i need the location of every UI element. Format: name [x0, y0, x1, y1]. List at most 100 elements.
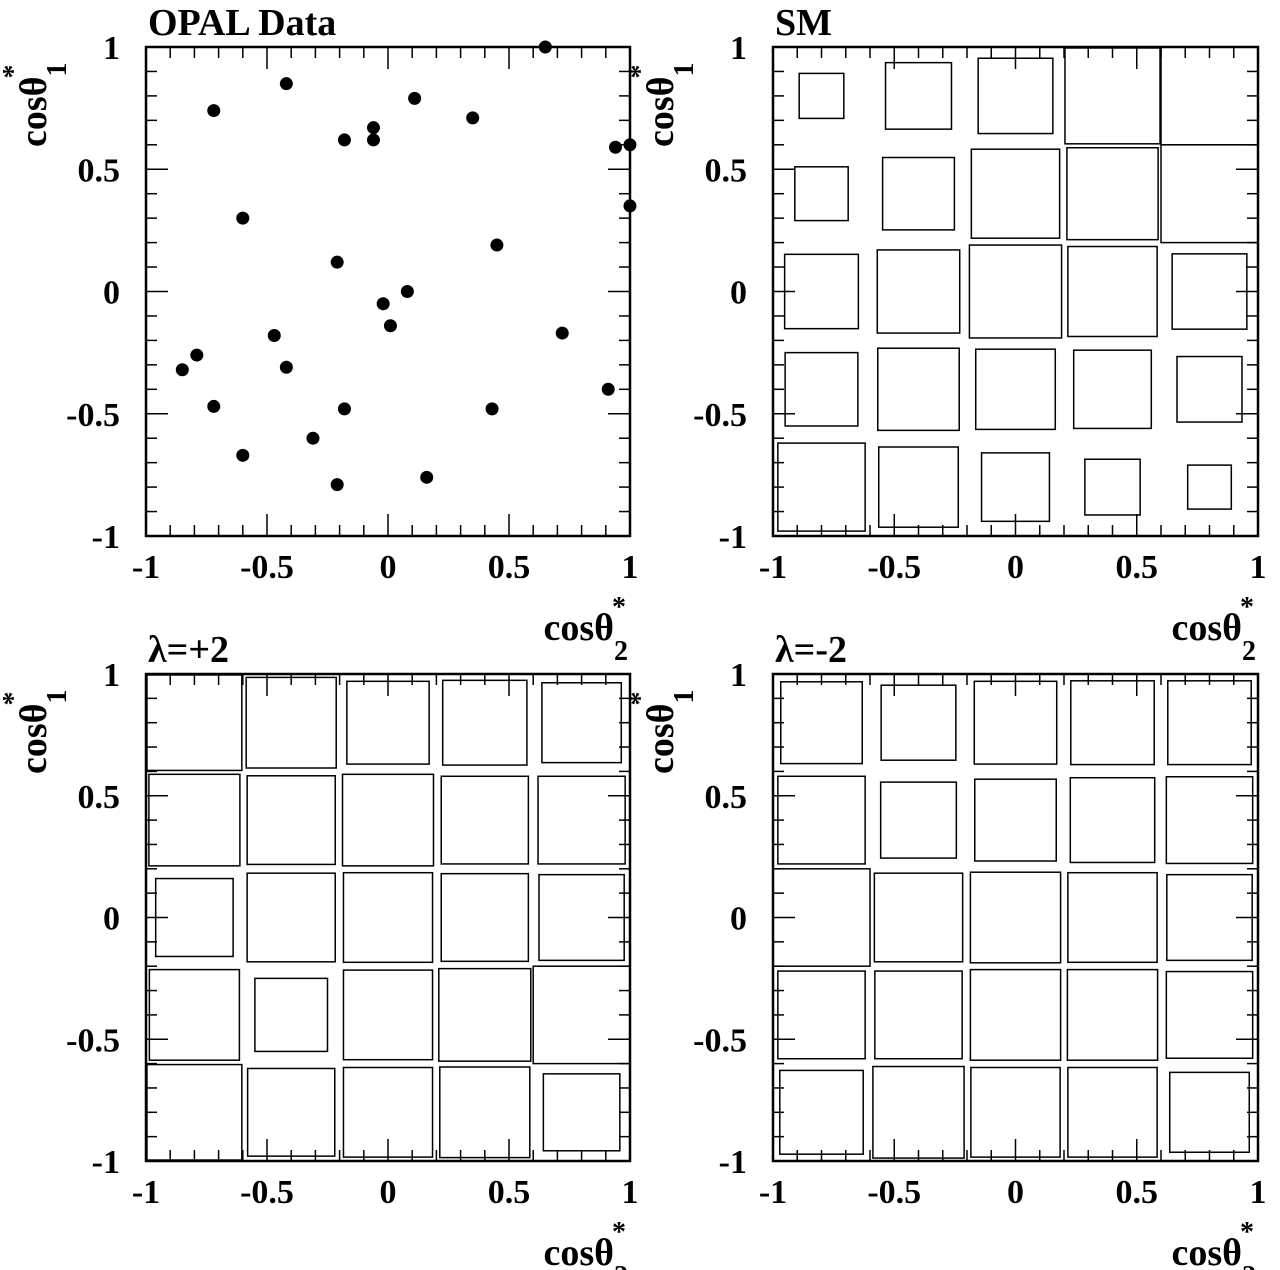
bin-box	[532, 965, 631, 1065]
x-tick-label: 0	[380, 549, 397, 586]
bin-box	[970, 148, 1061, 239]
bin-box	[1186, 464, 1233, 510]
bin-box	[148, 773, 241, 867]
bin-box	[1165, 970, 1254, 1059]
bin-box	[969, 968, 1062, 1061]
bin-box	[877, 347, 960, 432]
data-point	[279, 360, 293, 374]
bin-box	[880, 684, 957, 761]
bin-box	[876, 249, 961, 334]
y-tick-label: 0	[730, 901, 747, 938]
bin-box	[440, 872, 530, 963]
bin-box	[881, 156, 956, 231]
x-tick-label: 0.5	[1116, 549, 1159, 586]
data-point	[306, 431, 320, 445]
bin-box	[148, 968, 241, 1061]
bin-box	[1160, 46, 1259, 146]
y-tick-label: 0	[103, 901, 120, 938]
x-axis-label: cosθ2*	[1172, 592, 1257, 667]
plot-frame	[144, 672, 632, 1163]
bin-box	[969, 871, 1062, 964]
data-point	[236, 211, 250, 225]
bin-box	[1066, 146, 1159, 241]
data-point	[207, 104, 221, 118]
data-point	[408, 91, 422, 105]
y-tick-label: -0.5	[693, 397, 747, 434]
x-tick-label: -1	[132, 549, 160, 586]
y-axis-label: cosθ1*	[0, 690, 73, 775]
bin-box	[1070, 680, 1155, 766]
panel-title: λ=-2	[775, 629, 847, 671]
bin-box	[440, 775, 530, 865]
bin-box	[1072, 349, 1153, 430]
data-point	[623, 199, 637, 213]
bin-box	[974, 348, 1057, 431]
bin-box	[1165, 776, 1254, 865]
bin-box	[342, 1066, 434, 1158]
panel-title: OPAL Data	[148, 2, 336, 44]
data-point	[366, 133, 380, 147]
data-point	[236, 448, 250, 462]
bin-box	[777, 970, 866, 1060]
plot-frame	[771, 672, 1260, 1163]
y-tick-label: 0	[103, 275, 120, 312]
bin-box	[342, 969, 434, 1061]
x-tick-label: -1	[759, 549, 787, 586]
y-tick-label: 0.5	[78, 779, 121, 816]
bin-box	[873, 872, 964, 963]
data-point	[337, 402, 351, 416]
panel-opal-data: -1 -0.5 0 0.5 1 -1 -0.5 0 0.5 1 OPAL Data cosθ2* cos…	[0, 2, 639, 667]
bin-box	[146, 674, 243, 772]
bin-box	[154, 877, 234, 958]
data-point	[420, 470, 434, 484]
bin-box	[1067, 1066, 1158, 1158]
data-point	[623, 138, 637, 152]
bin-box	[772, 868, 871, 967]
x-tick-label: 1	[1250, 1174, 1267, 1211]
panel-title: SM	[775, 2, 832, 44]
data-point	[555, 326, 569, 340]
x-tick-label: 0	[380, 1174, 397, 1211]
x-tick-label: 0	[1007, 1174, 1024, 1211]
bin-box	[1171, 253, 1248, 330]
bin-box	[780, 681, 863, 765]
bin-box	[541, 682, 623, 764]
panel-lambda-minus-2: -1 -0.5 0 0.5 1 -1 -0.5 0 0.5 1 λ=-2 cosθ2* cosθ1*	[625, 629, 1267, 1270]
bin-box	[246, 872, 336, 963]
y-tick-label: 0	[730, 275, 747, 312]
bin-box	[246, 1067, 336, 1157]
y-tick-label: -1	[92, 519, 120, 556]
bin-box	[439, 1066, 531, 1159]
y-tick-label: 1	[730, 30, 747, 67]
y-tick-label: -1	[719, 1144, 747, 1181]
data-point	[490, 238, 504, 252]
x-tick-label: 1	[622, 549, 639, 586]
bin-box	[784, 351, 859, 427]
y-tick-label: 1	[730, 657, 747, 694]
y-tick-label: 0.5	[78, 152, 121, 189]
data-point	[366, 121, 380, 135]
data-point	[538, 40, 552, 54]
data-point	[330, 255, 344, 269]
y-tick-label: 0.5	[705, 152, 748, 189]
bin-box	[777, 442, 866, 532]
bin-box	[884, 61, 953, 130]
data-point	[337, 133, 351, 147]
x-tick-label: 1	[622, 1174, 639, 1211]
bin-box	[441, 679, 528, 766]
data-point	[207, 399, 221, 413]
x-tick-label: 0.5	[488, 1174, 531, 1211]
plot-frame	[144, 45, 632, 538]
x-tick-label: -0.5	[240, 549, 294, 586]
y-tick-label: -1	[92, 1144, 120, 1181]
bin-box	[1067, 245, 1158, 338]
y-tick-label: -0.5	[66, 1022, 120, 1059]
data-point	[608, 140, 622, 154]
bin-box	[542, 1073, 621, 1152]
data-point	[383, 319, 397, 333]
data-point	[267, 329, 281, 343]
panel-title: λ=+2	[148, 629, 229, 671]
data-point	[190, 348, 204, 362]
bin-box	[1084, 458, 1141, 516]
